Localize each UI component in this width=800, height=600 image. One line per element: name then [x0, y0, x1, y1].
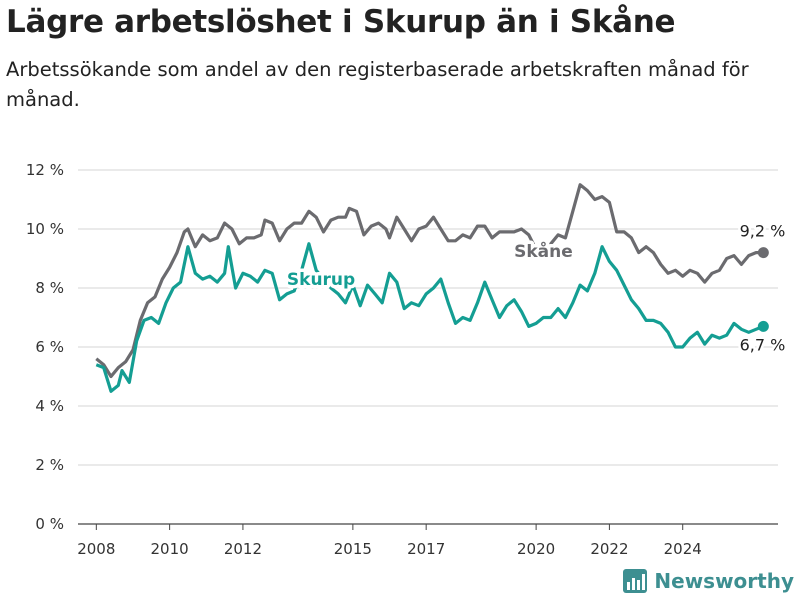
- end-value-halo: 6,7 %: [740, 335, 786, 354]
- x-tick-label: 2017: [407, 540, 445, 558]
- series-label-halo: Skåne: [514, 240, 573, 262]
- y-tick-label: 6 %: [35, 338, 64, 356]
- y-tick-label: 2 %: [35, 456, 64, 474]
- grid-lines: [78, 169, 778, 525]
- newsworthy-logo-icon: [623, 569, 648, 593]
- x-tick-label: 2015: [334, 540, 372, 558]
- series-label-skurup: Skurup: [287, 270, 355, 290]
- newsworthy-logo-text: Newsworthy: [654, 569, 794, 593]
- x-tick-label: 2022: [590, 540, 628, 558]
- page-subtitle: Arbetssökande som andel av den registerb…: [6, 58, 749, 111]
- y-axis-ticks: 0 % 2 % 4 % 6 % 8 % 10 % 12 %: [26, 161, 64, 533]
- y-tick-label: 4 %: [35, 397, 64, 415]
- x-tick-label: 2020: [517, 540, 555, 558]
- x-tick-label: 2024: [664, 540, 702, 558]
- y-tick-label: 10 %: [26, 220, 64, 238]
- series-lines: [95, 183, 769, 393]
- page-title: Lägre arbetslöshet i Skurup än i Skåne: [6, 4, 676, 40]
- series-line-skurup: [95, 242, 764, 393]
- series-end-point-skurup: [757, 320, 769, 332]
- series-label-skne: Skåne: [514, 240, 573, 262]
- y-tick-label: 0 %: [35, 515, 64, 533]
- end-value-label-skurup: 6,7 %: [740, 335, 786, 354]
- x-tick-label: 2010: [151, 540, 189, 558]
- x-tick-label: 2012: [224, 540, 262, 558]
- newsworthy-logo: Newsworthy: [622, 568, 794, 594]
- x-axis: 2008 2010 2012 2015 2017 2020 2022 2024: [77, 524, 702, 558]
- series-end-point-skne: [757, 247, 769, 259]
- end-value-label-skne: 9,2 %: [740, 222, 786, 241]
- y-tick-label: 8 %: [35, 279, 64, 297]
- series-line-skne: [95, 183, 764, 379]
- series-label-halo: Skurup: [287, 270, 355, 290]
- end-value-halo: 9,2 %: [740, 222, 786, 241]
- x-tick-label: 2008: [77, 540, 115, 558]
- y-tick-label: 12 %: [26, 161, 64, 179]
